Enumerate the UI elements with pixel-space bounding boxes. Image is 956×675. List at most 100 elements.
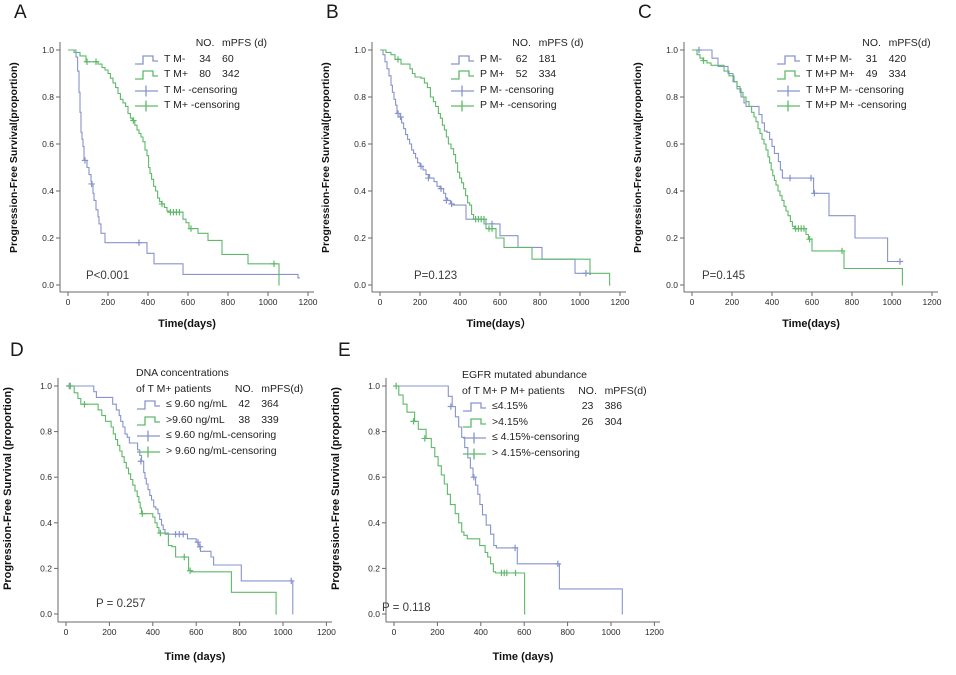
- svg-text:0.8: 0.8: [354, 92, 366, 102]
- censor-plus-icon: [776, 83, 804, 99]
- svg-text:600: 600: [517, 627, 531, 637]
- svg-text:800: 800: [845, 297, 859, 307]
- panel-c: C Progression-Free Survival(proportion) …: [630, 2, 952, 338]
- legend-title-line2: of T M+ patients: [136, 382, 218, 395]
- svg-text:200: 200: [725, 297, 739, 307]
- svg-text:1.0: 1.0: [368, 381, 380, 391]
- legend-entry-mpfs: 334: [538, 68, 557, 80]
- legend-header-no: NO.: [195, 37, 215, 49]
- svg-text:1200: 1200: [645, 627, 664, 637]
- legend-entry-label: T M-: [164, 52, 186, 65]
- svg-text:Time(days): Time(days): [782, 318, 840, 330]
- svg-text:0.4: 0.4: [42, 186, 54, 196]
- legend-entry-label: T M+ -censoring: [164, 99, 240, 111]
- censor-plus-icon: [462, 446, 490, 462]
- svg-text:1000: 1000: [571, 297, 590, 307]
- step-line-icon: [450, 67, 478, 83]
- legend-title-line2: [450, 36, 505, 52]
- legend-entry-no: 52: [515, 68, 528, 80]
- svg-text:0.0: 0.0: [368, 609, 380, 619]
- legend-entry-no: 34: [199, 52, 211, 65]
- legend-title-line1: DNA concentrations: [136, 367, 229, 379]
- svg-text:400: 400: [141, 297, 155, 307]
- svg-text:0.4: 0.4: [354, 186, 366, 196]
- censor-plus-icon: [450, 98, 478, 114]
- svg-text:0.6: 0.6: [42, 139, 54, 149]
- svg-text:800: 800: [221, 297, 235, 307]
- step-line-icon: [462, 415, 490, 431]
- legend-title-line1: EGFR mutated abundance: [462, 369, 587, 381]
- legend-entry-mpfs: 420: [888, 52, 907, 65]
- legend-entry-label: ≤ 9.60 ng/mL-censoring: [166, 429, 277, 441]
- svg-text:0: 0: [392, 627, 397, 637]
- svg-text:1200: 1200: [611, 297, 630, 307]
- svg-text:0.8: 0.8: [42, 92, 54, 102]
- svg-text:0.2: 0.2: [354, 233, 366, 243]
- legend-entry-label: P M+: [480, 68, 505, 80]
- legend-entry-no: 26: [581, 415, 594, 428]
- svg-text:600: 600: [189, 627, 203, 637]
- svg-text:Time(days）: Time(days）: [466, 317, 531, 330]
- svg-text:0.0: 0.0: [40, 609, 52, 619]
- legend-entry-mpfs: 60: [222, 52, 234, 65]
- svg-text:Time(days): Time(days): [158, 318, 216, 330]
- panel-d: D Progression-Free Survival (proportion)…: [2, 340, 338, 672]
- legend-entry-no: 31: [865, 52, 878, 65]
- svg-text:200: 200: [413, 297, 427, 307]
- legend-entry-mpfs: 339: [261, 413, 279, 426]
- panel-letter-d: D: [10, 340, 24, 361]
- svg-text:0.8: 0.8: [666, 92, 678, 102]
- legend-entry-label: > 9.60 ng/mL-censoring: [166, 444, 277, 457]
- svg-text:0: 0: [690, 297, 695, 307]
- svg-text:800: 800: [533, 297, 547, 307]
- legend-entry-label: P M-: [480, 52, 502, 65]
- legend-entry-no: 42: [238, 398, 251, 410]
- censor-plus-icon: [136, 444, 164, 460]
- step-line-icon: [462, 399, 490, 415]
- step-line-icon: [134, 67, 162, 83]
- svg-text:0: 0: [64, 627, 69, 637]
- legend-header-no: NO.: [512, 37, 531, 49]
- panel-letter-a: A: [14, 2, 27, 23]
- svg-text:0.0: 0.0: [354, 280, 366, 290]
- svg-text:0.4: 0.4: [40, 518, 52, 528]
- km-plot-d: 0.0 0.2 0.4 0.6 0.8 1.0 0 200 400 600 800 1000 1200 T…: [40, 378, 336, 663]
- svg-text:0.6: 0.6: [368, 472, 380, 482]
- legend-entry-label: T M- -censoring: [164, 83, 238, 96]
- censor-plus-icon: [462, 430, 490, 446]
- panel-a: A Progression-Free Survival(proportion) …: [6, 2, 318, 338]
- svg-text:600: 600: [805, 297, 819, 307]
- step-line-icon: [776, 67, 804, 83]
- svg-text:0.6: 0.6: [40, 472, 52, 482]
- svg-text:400: 400: [453, 297, 467, 307]
- legend-entry-label: T M+: [164, 68, 189, 80]
- legend-entry-no: 62: [515, 52, 528, 65]
- legend-entry-label: >9.60 ng/mL: [166, 413, 225, 426]
- legend-entry-label: T M+P M+: [806, 68, 855, 80]
- svg-text:1200: 1200: [317, 627, 336, 637]
- legend-header-mpfs: mPFS(d): [888, 37, 931, 49]
- p-value-e: P = 0.118: [382, 602, 431, 614]
- legend-title-line2: [134, 36, 188, 52]
- svg-text:200: 200: [430, 627, 444, 637]
- svg-text:0.6: 0.6: [354, 139, 366, 149]
- censor-plus-icon: [136, 428, 164, 444]
- p-value-a: P<0.001: [86, 270, 130, 282]
- svg-text:0.4: 0.4: [368, 518, 380, 528]
- legend-entry-label: ≤4.15%: [492, 400, 528, 412]
- legend-entry-label: T M+P M-: [806, 52, 852, 65]
- svg-text:0.2: 0.2: [40, 563, 52, 573]
- legend-header-mpfs: mPFS (d): [222, 37, 267, 49]
- panel-letter-e: E: [338, 340, 351, 361]
- svg-text:0: 0: [378, 297, 383, 307]
- svg-text:0: 0: [66, 297, 71, 307]
- svg-text:0.0: 0.0: [666, 280, 678, 290]
- svg-text:1000: 1000: [602, 627, 621, 637]
- y-axis-label-c: Progression-Free Survival(proportion): [632, 62, 644, 254]
- step-line-icon: [450, 52, 478, 68]
- svg-text:600: 600: [181, 297, 195, 307]
- svg-text:800: 800: [233, 627, 247, 637]
- step-line-icon: [136, 413, 164, 429]
- step-line-icon: [776, 52, 804, 68]
